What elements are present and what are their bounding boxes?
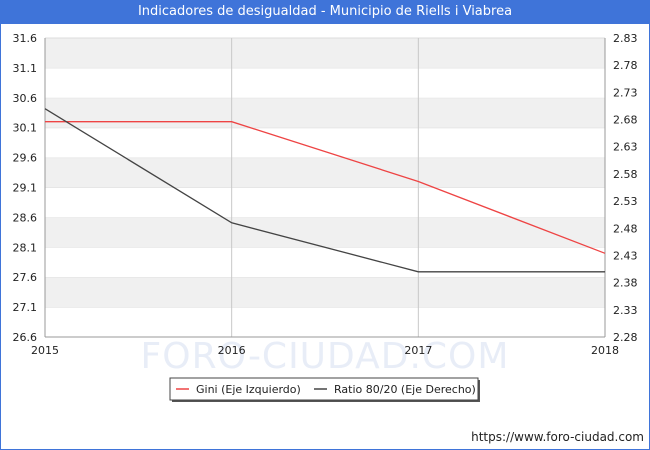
watermark: FORO-CIUDAD.COM [141, 336, 510, 377]
left-tick-label: 28.1 [13, 241, 38, 254]
source-url: https://www.foro-ciudad.com [471, 430, 644, 444]
legend-label-ratio: Ratio 80/20 (Eje Derecho) [334, 383, 476, 396]
right-tick-label: 2.53 [613, 195, 638, 208]
chart-title: Indicadores de desigualdad - Municipio d… [0, 0, 650, 24]
left-tick-label: 27.1 [13, 301, 38, 314]
series-lines [44, 108, 606, 273]
right-tick-label: 2.33 [613, 304, 638, 317]
series-line-ratio [44, 108, 605, 273]
x-tick-label: 2016 [218, 344, 246, 357]
right-tick-label: 2.68 [613, 114, 638, 127]
left-tick-label: 28.6 [13, 211, 38, 224]
right-tick-label: 2.73 [613, 86, 638, 99]
right-tick-label: 2.28 [613, 331, 638, 344]
right-tick-label: 2.58 [613, 168, 638, 181]
grid-band [45, 127, 605, 158]
left-tick-label: 30.6 [13, 92, 38, 105]
grid-band [45, 97, 605, 128]
grid-band [45, 38, 605, 68]
right-tick-label: 2.78 [613, 59, 638, 72]
legend-label-gini: Gini (Eje Izquierdo) [196, 383, 301, 396]
left-tick-label: 29.6 [13, 152, 38, 165]
grid-band [45, 157, 605, 188]
grid-band [45, 187, 605, 218]
grid-band [45, 217, 605, 248]
right-tick-label: 2.38 [613, 277, 638, 290]
left-tick-label: 31.6 [13, 32, 38, 45]
right-tick-label: 2.43 [613, 249, 638, 262]
left-tick-label: 27.6 [13, 271, 38, 284]
right-tick-label: 2.48 [613, 222, 638, 235]
grid-band [45, 277, 605, 308]
x-tick-label: 2018 [591, 344, 619, 357]
left-tick-label: 26.6 [13, 331, 38, 344]
left-tick-label: 29.1 [13, 182, 38, 195]
left-axis-ticks: 26.6 27.1 27.6 28.1 28.6 29.1 29.6 30.1 30.6 31.1… [13, 32, 38, 344]
grid-band [45, 247, 605, 278]
grid-band [45, 307, 605, 337]
series-line-gini [45, 121, 606, 254]
vertical-gridlines [44, 38, 606, 338]
grid-band [45, 67, 605, 98]
right-tick-label: 2.63 [613, 141, 638, 154]
x-axis-ticks: 2015 2016 2017 2018 [31, 344, 619, 357]
legend: Gini (Eje Izquierdo) Ratio 80/20 (Eje Der… [169, 377, 480, 402]
x-tick-label: 2017 [404, 344, 432, 357]
left-tick-label: 31.1 [13, 62, 38, 75]
right-axis-ticks: 2.28 2.33 2.38 2.43 2.48 2.53 2.58 2.63 2.68 2.73… [613, 32, 638, 344]
grid-bands [45, 37, 605, 337]
right-tick-label: 2.83 [613, 32, 638, 45]
left-tick-label: 30.1 [13, 122, 38, 135]
x-tick-label: 2015 [31, 344, 59, 357]
